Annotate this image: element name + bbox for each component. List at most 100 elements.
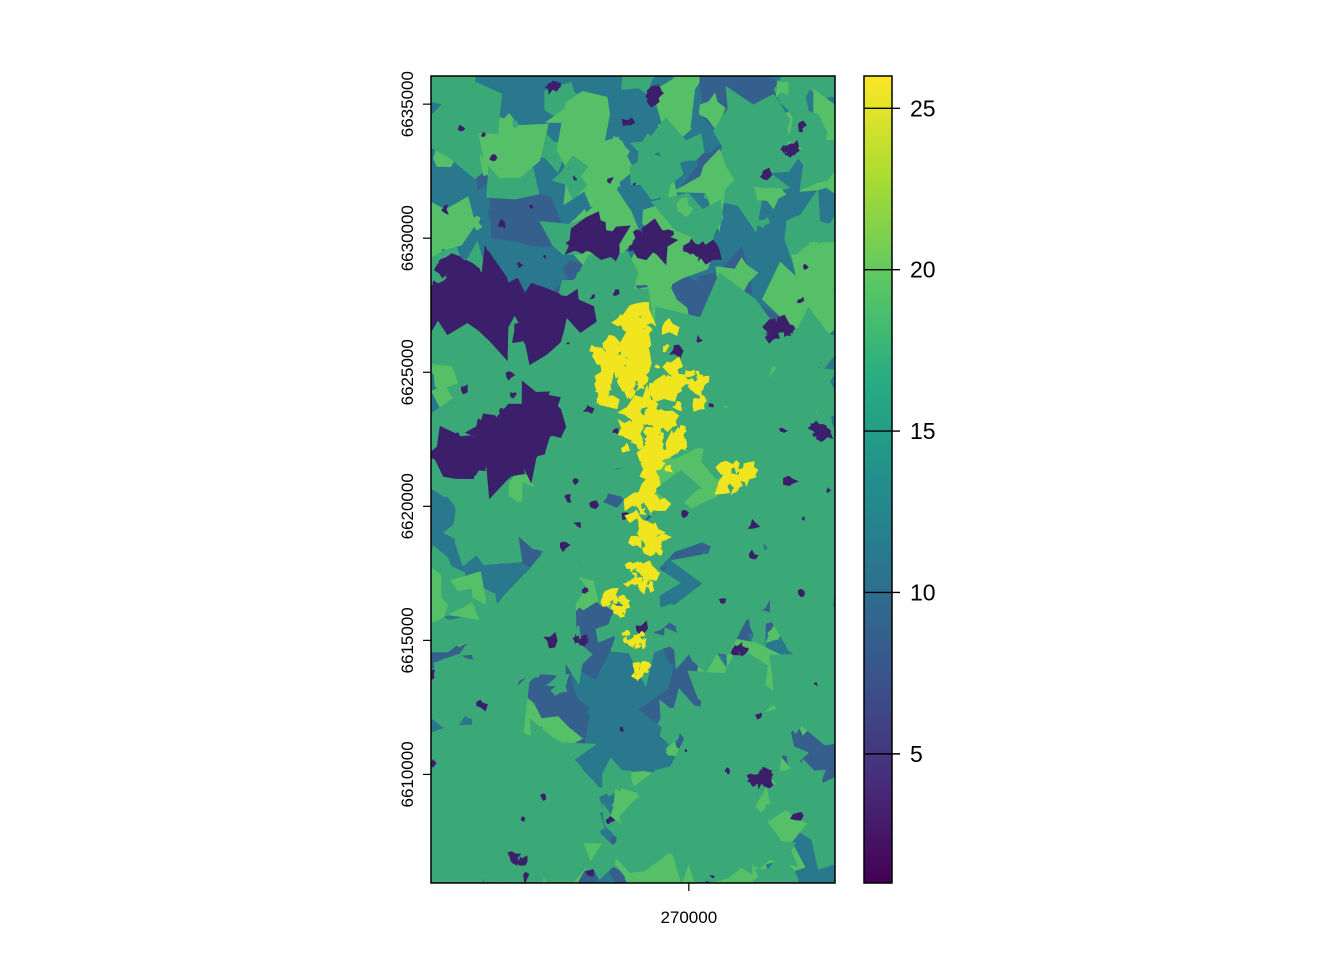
dark-patch <box>762 319 781 344</box>
dark-speck <box>543 255 547 259</box>
green-patch <box>793 228 812 249</box>
dark-speck <box>559 541 571 553</box>
dark-speck <box>564 494 572 503</box>
dark-patch <box>746 773 761 785</box>
green-patch <box>595 604 639 649</box>
urban-patch <box>722 486 730 494</box>
dark-speck <box>718 598 727 604</box>
green-patch <box>693 838 745 883</box>
dark-speck <box>759 167 773 181</box>
urban-patch <box>602 334 621 353</box>
dark-patch <box>631 229 645 245</box>
map-frame <box>430 75 836 884</box>
green-patch <box>765 306 835 370</box>
colorbar-frame <box>863 75 893 884</box>
green-patch <box>822 214 835 236</box>
dark-patch <box>780 145 789 154</box>
urban-patch <box>633 634 641 645</box>
dark-patch <box>735 644 749 657</box>
dark-patch <box>778 323 794 337</box>
raster-map <box>431 76 835 883</box>
y-tick-label: 6610000 <box>398 741 417 807</box>
green-patch <box>742 479 835 605</box>
dark-speck <box>708 403 714 408</box>
green-patch <box>720 323 774 388</box>
green-patch <box>629 153 684 210</box>
green-patch <box>666 687 714 741</box>
urban-patch <box>654 364 661 369</box>
dark-speck <box>581 587 589 594</box>
dark-speck <box>566 342 570 345</box>
dark-speck <box>783 475 799 487</box>
dark-speck <box>607 816 616 823</box>
green-patch <box>551 155 589 200</box>
green-patch <box>703 140 791 233</box>
dark-patch <box>597 225 631 262</box>
dark-patch <box>628 234 657 253</box>
green-patch <box>663 607 709 670</box>
dark-speck <box>813 681 818 687</box>
dark-speck <box>619 726 625 732</box>
colorbar-tick-label: 20 <box>910 257 936 283</box>
green-patch <box>746 411 810 479</box>
dark-patch <box>817 427 834 440</box>
dark-speck <box>797 588 805 598</box>
urban-patch <box>620 442 631 453</box>
dark-patch <box>569 211 610 254</box>
urban-patch <box>647 574 652 580</box>
urban-patch <box>602 588 619 603</box>
green-patch <box>687 646 783 764</box>
urban-patch <box>657 533 672 542</box>
green-patch <box>441 568 473 618</box>
urban-patch <box>617 407 636 422</box>
dark-speck <box>543 632 558 649</box>
green-patch <box>602 757 637 797</box>
dark-patch <box>519 857 525 865</box>
urban-patch <box>624 561 634 569</box>
green-patch <box>498 112 516 140</box>
urban-patch <box>743 461 755 473</box>
dark-patch <box>579 634 590 645</box>
dark-speck <box>573 522 581 528</box>
green-patch <box>713 85 791 161</box>
dark-speck <box>790 811 804 821</box>
urban-patch <box>698 392 707 403</box>
green-patch <box>550 680 568 696</box>
dark-speck <box>755 712 762 720</box>
urban-patch <box>643 580 655 593</box>
urban-patch <box>670 366 688 384</box>
urban-patch <box>632 661 641 670</box>
urban-patch <box>633 434 638 439</box>
colorbar-tick-label: 25 <box>910 95 936 121</box>
green-patch <box>457 572 554 683</box>
green-patch <box>775 80 789 99</box>
dark-patch <box>507 851 522 863</box>
dark-speck <box>681 510 689 519</box>
urban-patch <box>684 369 696 378</box>
urban-patch <box>678 438 687 449</box>
urban-patch <box>639 660 647 666</box>
y-tick-label: 6635000 <box>398 71 417 137</box>
dark-speck <box>540 793 547 801</box>
green-patch <box>754 186 787 210</box>
dark-speck <box>535 434 542 440</box>
colorbar-tick-label: 10 <box>910 579 936 605</box>
dark-speck <box>796 296 805 304</box>
urban-patch <box>615 354 623 361</box>
dark-speck <box>635 620 648 636</box>
urban-patch <box>638 507 647 516</box>
green-patch <box>650 192 724 258</box>
dark-speck <box>572 175 577 181</box>
dark-speck <box>582 405 595 414</box>
dark-speck <box>510 392 517 399</box>
urban-patch <box>721 463 732 479</box>
dark-patch <box>572 633 580 642</box>
urban-patch <box>686 379 694 385</box>
dark-speck <box>499 408 504 414</box>
dark-speck <box>803 263 809 271</box>
urban-patch <box>645 390 652 394</box>
green-patch <box>643 362 727 460</box>
green-patch <box>657 699 687 746</box>
blue-patch <box>487 207 518 231</box>
urban-patch <box>594 389 604 396</box>
